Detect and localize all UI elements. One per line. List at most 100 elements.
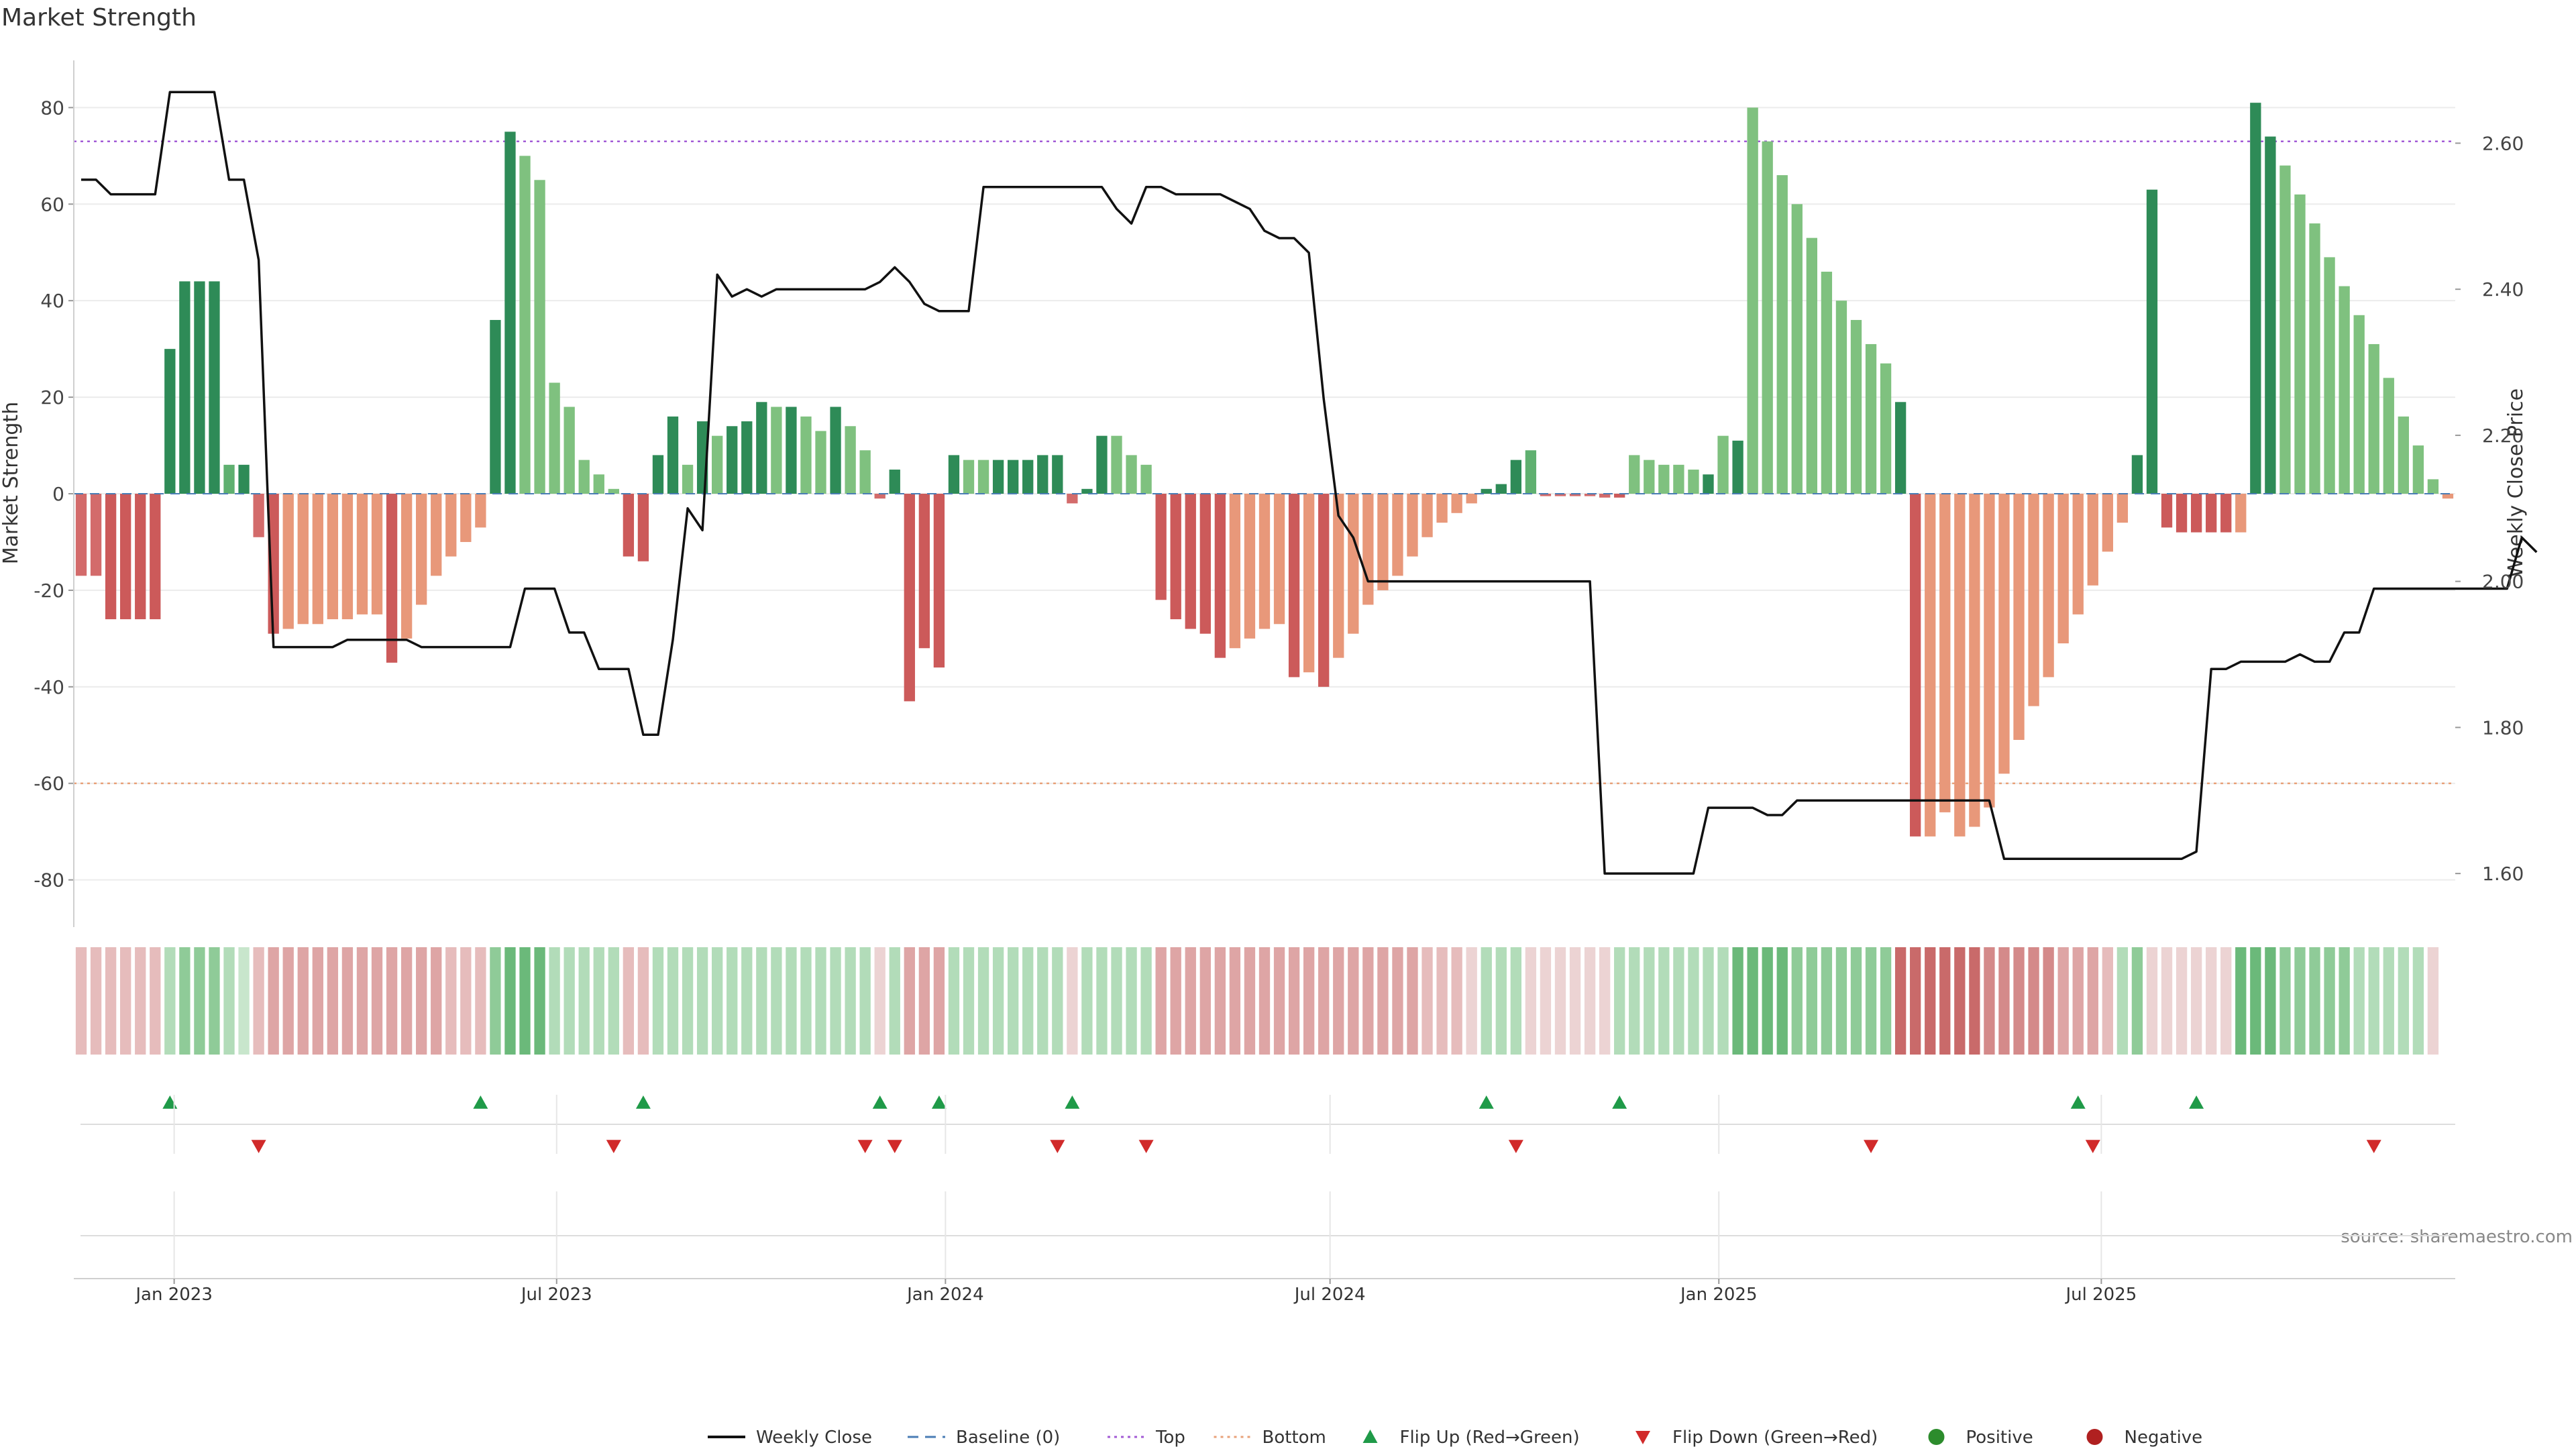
heat-strip-cell <box>490 947 501 1055</box>
heat-strip-cell <box>2072 947 2084 1055</box>
heat-strip-cell <box>1273 947 1285 1055</box>
heat-strip-cell <box>460 947 472 1055</box>
strength-bar <box>1835 301 1847 494</box>
flip-down-marker <box>251 1140 266 1153</box>
strength-bar <box>1111 435 1122 494</box>
flip-up-marker <box>2189 1095 2204 1109</box>
heat-strip-cell <box>1644 947 1655 1055</box>
strength-bar <box>1629 455 1640 494</box>
heat-strip-cell <box>2427 947 2439 1055</box>
heat-strip-cell <box>977 947 989 1055</box>
legend-label: Flip Down (Green→Red) <box>1672 1428 1878 1448</box>
strength-bar <box>1984 494 1995 808</box>
heat-strip-cell <box>371 947 383 1055</box>
y-tick-label-left: 0 <box>52 483 64 505</box>
strength-bar <box>1584 494 1596 496</box>
strength-bar <box>1466 494 1477 504</box>
strength-bar <box>341 494 354 620</box>
heat-strip-cell <box>1998 947 2010 1055</box>
legend-item: Top <box>1108 1428 1185 1448</box>
heat-strip-cell <box>1111 947 1122 1055</box>
strength-bar <box>1155 494 1167 600</box>
flip-down-marker <box>1138 1140 1154 1153</box>
legend-item: Flip Up (Red→Green) <box>1362 1428 1580 1448</box>
strength-bar <box>1067 494 1078 504</box>
strength-bar <box>519 156 531 494</box>
strength-bar <box>771 407 782 494</box>
strength-bar <box>578 460 590 494</box>
heat-strip-cell <box>445 947 457 1055</box>
strength-bar <box>1081 488 1093 494</box>
strength-bar <box>1525 450 1537 494</box>
strength-bar <box>1762 141 1773 494</box>
heat-strip-cell <box>1333 947 1344 1055</box>
strength-bar <box>460 494 472 542</box>
strength-bar <box>1096 435 1108 494</box>
heat-strip-cell <box>623 947 635 1055</box>
strength-bar <box>549 382 560 494</box>
heat-strip-cell <box>741 947 753 1055</box>
heat-strip-cell <box>2235 947 2247 1055</box>
y-tick-label-left: -40 <box>34 676 64 698</box>
heat-strip-cell <box>282 947 294 1055</box>
strength-bar <box>1185 494 1196 629</box>
y-tick-label-left: -60 <box>34 773 64 795</box>
heat-strip-cell <box>1939 947 1951 1055</box>
heat-strip-cell <box>1377 947 1389 1055</box>
flip-up-marker <box>1479 1095 1494 1109</box>
heat-strip-cell <box>1658 947 1670 1055</box>
heat-strip-cell <box>904 947 915 1055</box>
heat-strip-cell <box>1022 947 1034 1055</box>
threshold-lines <box>74 140 2455 784</box>
y-tick-label-right: 2.40 <box>2482 278 2524 301</box>
heat-strip-cell <box>1865 947 1877 1055</box>
heat-strip-cell <box>194 947 205 1055</box>
strength-bar <box>2116 494 2129 523</box>
heat-strip-cell <box>696 947 708 1055</box>
heat-strip-cell <box>1791 947 1803 1055</box>
heat-strip-cell <box>1880 947 1892 1055</box>
heat-strip-cell <box>933 947 945 1055</box>
strength-bar <box>1244 494 1256 639</box>
strength-bar <box>593 474 604 494</box>
heat-strip-cell <box>889 947 900 1055</box>
heat-strip-cell <box>1540 947 1552 1055</box>
heat-strip-cell <box>963 947 975 1055</box>
strength-bar <box>135 494 146 620</box>
heat-strip-cell <box>223 947 235 1055</box>
strength-bar <box>327 494 339 620</box>
heat-strip-cell <box>667 947 679 1055</box>
y-tick-label-left: 20 <box>40 386 64 409</box>
heat-strip-cell <box>682 947 694 1055</box>
heat-strip-cell <box>105 947 117 1055</box>
strength-bar <box>800 416 812 494</box>
legend-swatch <box>1362 1430 1378 1443</box>
x-tick-label: Jul 2024 <box>1293 1285 1366 1305</box>
strength-bar <box>1140 464 1152 494</box>
y-axis-left: 80 60 40 20 0 -20 -40 -60 -80 <box>34 60 74 927</box>
heat-strip-cell <box>1673 947 1684 1055</box>
heat-strip-cell <box>1214 947 1226 1055</box>
heat-strip-cell <box>918 947 930 1055</box>
flip-down-marker <box>2366 1140 2381 1153</box>
heat-strip-cell <box>2146 947 2158 1055</box>
strength-bar <box>2028 494 2039 706</box>
heat-strip-cell <box>2294 947 2306 1055</box>
strength-bars <box>75 103 2454 837</box>
heat-strip-cell <box>1126 947 1137 1055</box>
price-line <box>81 91 2538 875</box>
heat-strip-cell <box>564 947 575 1055</box>
heat-strip-cell <box>90 947 102 1055</box>
strength-bar <box>431 494 442 576</box>
heat-strip-cell <box>1140 947 1152 1055</box>
legend-label: Top <box>1155 1428 1185 1448</box>
flip-up-marker <box>931 1095 947 1109</box>
heat-strip-cell <box>756 947 767 1055</box>
flip-markers <box>80 1095 2455 1236</box>
strength-bar <box>1288 494 1300 678</box>
strength-bar <box>2102 494 2113 552</box>
heat-strip-cell <box>1081 947 1093 1055</box>
flip-down-marker <box>887 1140 902 1153</box>
heat-strip-cell <box>431 947 442 1055</box>
strength-bar <box>859 450 871 494</box>
